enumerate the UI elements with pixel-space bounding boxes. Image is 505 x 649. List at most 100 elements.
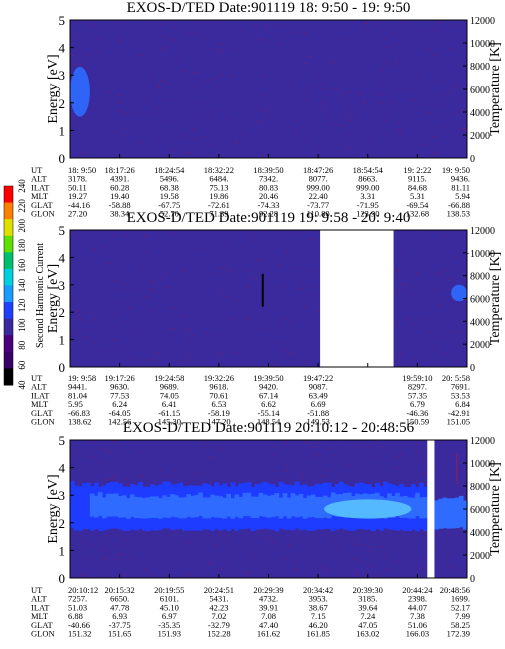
band-slab — [178, 497, 183, 519]
noise-speck — [293, 361, 295, 362]
noise-speck — [113, 324, 115, 326]
noise-speck — [178, 313, 180, 315]
table-cell: 75.13 — [209, 182, 228, 192]
noise-speck — [223, 564, 226, 566]
noise-speck — [278, 73, 280, 75]
noise-speck — [447, 92, 451, 94]
noise-speck — [354, 129, 357, 131]
noise-speck — [403, 364, 405, 366]
noise-speck — [153, 359, 156, 361]
noise-speck — [266, 83, 268, 85]
noise-speck — [214, 49, 217, 50]
table-cell: 9689. — [160, 382, 179, 392]
noise-speck — [126, 134, 129, 136]
noise-speck — [187, 359, 190, 361]
y-tick-label: 3 — [59, 488, 66, 503]
noise-speck — [373, 457, 376, 459]
noise-speck — [303, 441, 306, 443]
noise-speck — [275, 24, 278, 26]
table-cell: 151.65 — [108, 629, 131, 639]
noise-speck — [460, 109, 463, 111]
noise-speck — [272, 365, 274, 367]
table-cell: 19.58 — [160, 191, 179, 201]
colorbar-tick-label: 180 — [17, 238, 27, 252]
noise-speck — [405, 51, 408, 53]
noise-speck — [187, 481, 190, 483]
table-cell: 6.62 — [261, 399, 276, 409]
noise-speck — [181, 476, 183, 477]
colorbar-segment — [4, 202, 13, 220]
noise-speck — [295, 119, 298, 121]
noise-speck — [93, 141, 95, 143]
table-row-label: GLON — [31, 629, 55, 639]
noise-speck — [398, 560, 400, 562]
noise-speck — [198, 293, 200, 295]
noise-speck — [444, 79, 446, 81]
noise-speck — [439, 104, 442, 106]
noise-speck — [380, 68, 384, 70]
noise-speck — [163, 47, 166, 49]
noise-speck — [194, 72, 196, 74]
noise-speck — [116, 559, 119, 561]
noise-speck — [290, 307, 293, 309]
y2-tick-label: 8000 — [470, 272, 490, 283]
noise-speck — [191, 129, 195, 131]
noise-speck — [465, 307, 468, 309]
noise-speck — [311, 239, 315, 241]
band-slab — [150, 496, 155, 518]
noise-speck — [303, 90, 306, 92]
noise-speck — [118, 290, 122, 291]
noise-speck — [261, 365, 264, 367]
noise-speck — [205, 332, 207, 334]
noise-speck — [183, 321, 185, 323]
band-slab — [438, 498, 444, 529]
y-tick-label: 4 — [59, 250, 66, 265]
table-cell: 63.49 — [309, 390, 328, 400]
noise-speck — [178, 60, 181, 62]
noise-speck — [320, 88, 323, 90]
noise-speck — [196, 72, 199, 73]
table-cell: -58.88 — [109, 200, 131, 210]
y2-tick-label: 6000 — [470, 505, 490, 516]
table-cell: 46.20 — [309, 620, 328, 630]
noise-speck — [70, 458, 73, 460]
noise-speck — [230, 75, 234, 77]
table-cell: 20:10:12 — [68, 585, 98, 595]
y-tick-label: 4 — [59, 461, 66, 476]
noise-speck — [195, 85, 199, 87]
y-axis-label: Energy [eV] — [46, 54, 61, 123]
table-cell: 52.70 — [160, 209, 179, 219]
noise-speck — [240, 133, 244, 135]
noise-speck — [103, 285, 105, 287]
noise-speck — [439, 570, 441, 572]
table-cell: 999.00 — [356, 182, 379, 192]
table-cell: 6.79 — [410, 399, 425, 409]
noise-speck — [459, 128, 463, 130]
noise-speck — [118, 480, 121, 482]
band-slab — [174, 495, 179, 518]
noise-speck — [121, 283, 125, 285]
noise-speck — [156, 108, 159, 109]
noise-speck — [383, 38, 386, 40]
noise-speck — [365, 571, 367, 573]
noise-speck — [286, 347, 288, 349]
noise-speck — [422, 531, 425, 533]
noise-speck — [395, 359, 397, 361]
noise-speck — [334, 88, 338, 90]
y-tick-label: 5 — [59, 433, 66, 448]
noise-speck — [150, 37, 152, 38]
noise-speck — [327, 568, 329, 570]
noise-speck — [189, 338, 192, 340]
noise-speck — [149, 288, 152, 289]
noise-speck — [268, 114, 271, 116]
table-row-label: ALT — [31, 382, 48, 392]
band-slab — [306, 495, 312, 518]
noise-speck — [283, 350, 286, 352]
noise-speck — [433, 55, 437, 57]
y2-tick-label: 10000 — [470, 39, 495, 50]
noise-speck — [89, 312, 92, 314]
band-slab — [122, 495, 127, 518]
noise-speck — [365, 444, 367, 446]
table-cell: 5.31 — [410, 191, 425, 201]
colorbar-tick-label: 160 — [17, 258, 27, 272]
